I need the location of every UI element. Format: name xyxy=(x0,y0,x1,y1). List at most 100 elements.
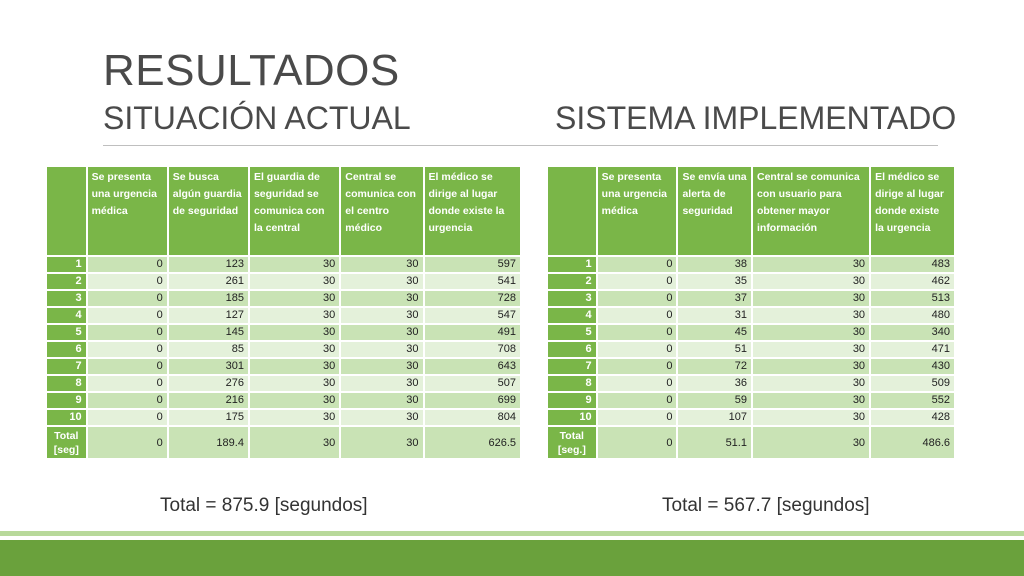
table-row: 3 0 37 30 513 xyxy=(548,291,954,306)
total-cell: 189.4 xyxy=(168,427,248,458)
table-cell: 0 xyxy=(597,257,677,272)
table-total-row: Total [seg.] 0 51.1 30 486.6 xyxy=(548,427,954,458)
table-cell: 462 xyxy=(871,274,954,289)
table-row: 7 0 72 30 430 xyxy=(548,359,954,374)
table-cell: 0 xyxy=(87,308,167,323)
row-label: 7 xyxy=(47,359,86,374)
table-cell: 51 xyxy=(678,342,751,357)
table-cell: 30 xyxy=(752,325,870,340)
table-row: 5 0 145 30 30 491 xyxy=(47,325,520,340)
table-cell: 541 xyxy=(424,274,520,289)
table-row: 4 0 127 30 30 547 xyxy=(47,308,520,323)
total-cell: 486.6 xyxy=(871,427,954,458)
table-cell: 301 xyxy=(168,359,248,374)
table-cell: 85 xyxy=(168,342,248,357)
column-header: Central se comunica con usuario para obt… xyxy=(752,167,870,255)
table-cell: 0 xyxy=(87,376,167,391)
table-cell: 0 xyxy=(597,274,677,289)
row-label: 1 xyxy=(47,257,86,272)
total-label-line: Total xyxy=(54,429,79,442)
column-header: Se busca algún guardia de seguridad xyxy=(168,167,248,255)
row-label: 2 xyxy=(548,274,596,289)
table-cell: 30 xyxy=(341,291,423,306)
table-cell: 30 xyxy=(752,274,870,289)
table-cell: 509 xyxy=(871,376,954,391)
total-cell: 30 xyxy=(341,427,423,458)
table-cell: 699 xyxy=(424,393,520,408)
total-row-label: Total [seg] xyxy=(47,427,86,458)
table-cell: 30 xyxy=(341,342,423,357)
total-implemented-system: Total = 567.7 [segundos] xyxy=(662,495,870,516)
table-cell: 276 xyxy=(168,376,248,391)
table-corner-cell xyxy=(548,167,596,255)
table-cell: 0 xyxy=(87,325,167,340)
title-divider xyxy=(103,145,938,146)
column-header: El guardia de seguridad se comunica con … xyxy=(249,167,340,255)
table-cell: 552 xyxy=(871,393,954,408)
footer-accent-line xyxy=(0,531,1024,536)
table-cell: 30 xyxy=(341,359,423,374)
table-cell: 0 xyxy=(87,342,167,357)
table-cell: 0 xyxy=(597,342,677,357)
row-label: 10 xyxy=(47,410,86,425)
table-cell: 30 xyxy=(341,393,423,408)
total-cell: 30 xyxy=(249,427,340,458)
table-row: 2 0 35 30 462 xyxy=(548,274,954,289)
row-label: 4 xyxy=(548,308,596,323)
table-cell: 30 xyxy=(752,376,870,391)
table-cell: 0 xyxy=(87,410,167,425)
table-cell: 30 xyxy=(249,308,340,323)
row-label: 3 xyxy=(47,291,86,306)
table-cell: 30 xyxy=(752,291,870,306)
table-cell: 30 xyxy=(249,342,340,357)
table-cell: 59 xyxy=(678,393,751,408)
column-header: Se envía una alerta de seguridad xyxy=(678,167,751,255)
table-cell: 428 xyxy=(871,410,954,425)
table-row: 9 0 59 30 552 xyxy=(548,393,954,408)
table-cell: 0 xyxy=(87,393,167,408)
table-row: 8 0 36 30 509 xyxy=(548,376,954,391)
subtitle-current-situation: SITUACIÓN ACTUAL xyxy=(103,100,411,136)
footer-band xyxy=(0,540,1024,576)
total-current-situation: Total = 875.9 [segundos] xyxy=(160,495,368,516)
table-cell: 340 xyxy=(871,325,954,340)
table-cell: 0 xyxy=(597,325,677,340)
table-row: 5 0 45 30 340 xyxy=(548,325,954,340)
table-cell: 708 xyxy=(424,342,520,357)
column-header: El médico se dirige al lugar donde exist… xyxy=(871,167,954,255)
table-cell: 30 xyxy=(341,274,423,289)
column-header: Central se comunica con el centro médico xyxy=(341,167,423,255)
table-row: 4 0 31 30 480 xyxy=(548,308,954,323)
table-cell: 127 xyxy=(168,308,248,323)
table-cell: 31 xyxy=(678,308,751,323)
row-label: 4 xyxy=(47,308,86,323)
table-total-row: Total [seg] 0 189.4 30 30 626.5 xyxy=(47,427,520,458)
column-header: Se presenta una urgencia médica xyxy=(87,167,167,255)
row-label: 3 xyxy=(548,291,596,306)
table-row: 6 0 85 30 30 708 xyxy=(47,342,520,357)
table-cell: 30 xyxy=(249,376,340,391)
table-cell: 483 xyxy=(871,257,954,272)
table-row: 3 0 185 30 30 728 xyxy=(47,291,520,306)
table-cell: 30 xyxy=(249,359,340,374)
table-row: 7 0 301 30 30 643 xyxy=(47,359,520,374)
row-label: 1 xyxy=(548,257,596,272)
table-cell: 30 xyxy=(249,274,340,289)
table-cell: 30 xyxy=(341,308,423,323)
row-label: 5 xyxy=(47,325,86,340)
table-cell: 471 xyxy=(871,342,954,357)
table-row: 10 0 175 30 30 804 xyxy=(47,410,520,425)
table-cell: 30 xyxy=(249,325,340,340)
row-label: 2 xyxy=(47,274,86,289)
table-cell: 480 xyxy=(871,308,954,323)
table-row: 8 0 276 30 30 507 xyxy=(47,376,520,391)
table-header-row: Se presenta una urgencia médica Se envía… xyxy=(548,167,954,255)
total-unit-line: [seg.] xyxy=(557,443,586,456)
table-current-situation: Se presenta una urgencia médica Se busca… xyxy=(45,165,522,460)
table-cell: 30 xyxy=(752,308,870,323)
row-label: 10 xyxy=(548,410,596,425)
table-cell: 0 xyxy=(597,376,677,391)
table-cell: 185 xyxy=(168,291,248,306)
table-corner-cell xyxy=(47,167,86,255)
table-cell: 0 xyxy=(87,274,167,289)
